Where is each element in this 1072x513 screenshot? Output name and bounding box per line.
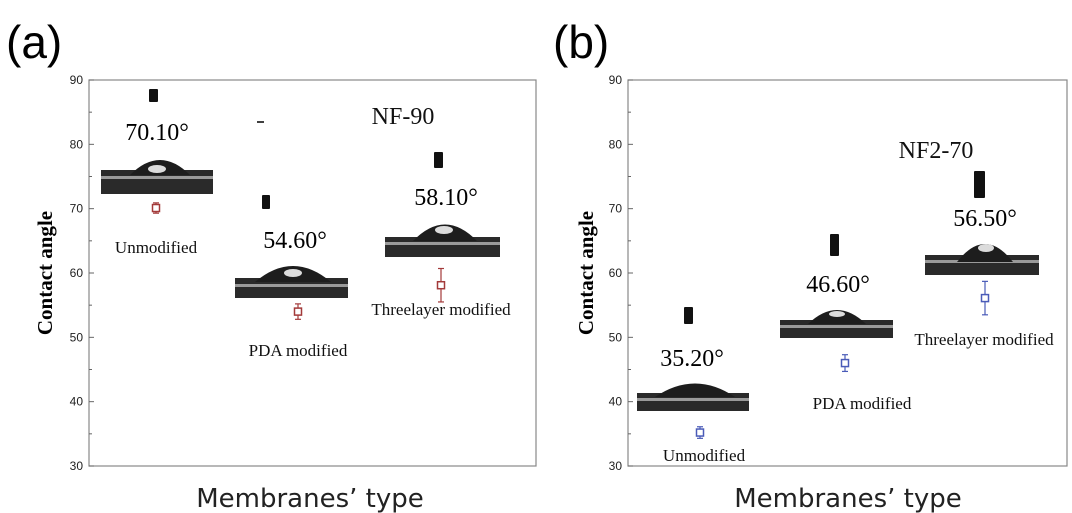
droplet-image-a-threelayer — [385, 152, 500, 257]
y-tick-label-b-4: 70 — [609, 202, 623, 216]
y-tick-label-a-6: 90 — [70, 73, 84, 87]
x-axis-title-a: Membranes’ type — [196, 484, 424, 513]
y-tick-label-a-4: 70 — [70, 202, 84, 216]
y-tick-label-a-3: 60 — [70, 266, 84, 280]
category-label-b-2: Threelayer modified — [914, 330, 1054, 349]
y-axis-title-b: Contact angle — [574, 211, 598, 335]
y-tick-label-b-3: 60 — [609, 266, 623, 280]
panel-letter-a: (a) — [6, 16, 62, 68]
category-label-b-0: Unmodified — [663, 446, 746, 465]
series-label-b: NF2-70 — [899, 138, 974, 164]
y-tick-label-a-5: 80 — [70, 137, 84, 151]
category-label-a-1: PDA modified — [249, 341, 348, 360]
y-tick-label-b-1: 40 — [609, 395, 623, 409]
y-tick-label-a-0: 30 — [70, 459, 84, 473]
y-tick-label-b-6: 90 — [609, 73, 623, 87]
y-tick-label-b-5: 80 — [609, 137, 623, 151]
droplet-image-a-unmodified — [101, 89, 213, 194]
data-point-b-1 — [840, 358, 850, 368]
droplet-image-a-pda — [235, 195, 348, 298]
category-label-a-0: Unmodified — [115, 238, 198, 257]
y-tick-label-b-0: 30 — [609, 459, 623, 473]
angle-label-b-2: 56.50° — [953, 206, 1017, 232]
droplet-image-b-threelayer — [925, 171, 1039, 275]
angle-label-a-1: 54.60° — [263, 228, 327, 254]
y-tick-label-b-2: 50 — [609, 330, 623, 344]
data-point-b-0 — [695, 428, 705, 437]
angle-label-a-0: 70.10° — [125, 120, 189, 146]
y-axis-title-a: Contact angle — [33, 211, 57, 335]
droplet-image-b-pda — [780, 234, 893, 338]
data-point-a-2 — [436, 280, 446, 290]
data-point-a-0 — [151, 203, 161, 213]
x-axis-title-b: Membranes’ type — [734, 484, 962, 513]
category-label-a-2: Threelayer modified — [371, 300, 511, 319]
y-tick-label-a-2: 50 — [70, 330, 84, 344]
data-point-a-1 — [293, 307, 303, 316]
series-label-a: NF-90 — [372, 104, 435, 130]
data-point-b-2 — [980, 293, 990, 303]
angle-label-b-1: 46.60° — [806, 272, 870, 298]
category-label-b-1: PDA modified — [813, 394, 912, 413]
angle-label-a-2: 58.10° — [414, 185, 478, 211]
angle-label-b-0: 35.20° — [660, 346, 724, 372]
panel-letter-b: (b) — [553, 16, 609, 68]
y-tick-label-a-1: 40 — [70, 395, 84, 409]
droplet-image-b-unmodified — [637, 307, 749, 411]
